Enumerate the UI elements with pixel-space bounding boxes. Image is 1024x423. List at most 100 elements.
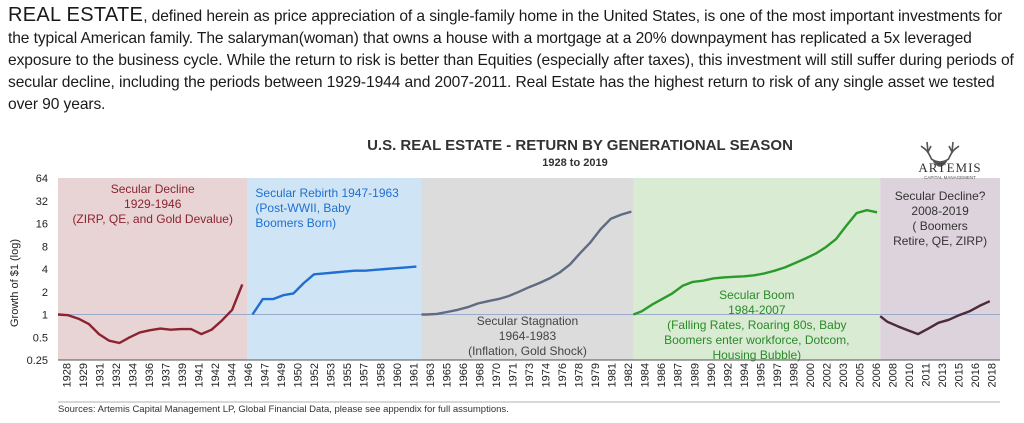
x-tick-label: 1968	[474, 363, 486, 387]
x-tick-label: 1973	[524, 363, 536, 387]
y-axis: 64 32 16 8 4 2 1 0.5 0.25	[27, 173, 48, 367]
region-0-label-2: (ZIRP, QE, and Gold Devalue)	[72, 212, 233, 226]
region-2-background	[421, 178, 634, 360]
x-tick-label: 1989	[689, 363, 701, 387]
x-tick-label: 1992	[722, 363, 734, 387]
source-note: Sources: Artemis Capital Management LP, …	[58, 404, 509, 415]
region-1-label-1: (Post-WWII, Baby	[255, 201, 350, 215]
x-tick-label: 2000	[805, 363, 817, 387]
x-tick-label: 1937	[160, 363, 172, 387]
series-0-line	[57, 283, 244, 345]
chart-subtitle: 1928 to 2019	[542, 157, 607, 169]
x-tick-label: 1974	[541, 363, 553, 387]
x-tick-label: 1936	[144, 363, 156, 387]
x-tick-label: 1987	[673, 363, 685, 387]
x-tick-label: 1928	[61, 363, 73, 387]
x-tick-label: 1946	[243, 363, 255, 387]
x-axis: 1928 1929 1931 1932 1934 1936 1937 1939 1941 1942…	[58, 359, 1000, 403]
series-2-line	[421, 210, 632, 316]
y-tick-label: 4	[42, 264, 48, 276]
x-tick-label: 1960	[392, 363, 404, 387]
real-estate-chart: U.S. REAL ESTATE - RETURN BY GENERATIONA…	[9, 137, 1000, 403]
y-tick-label: 16	[36, 219, 48, 231]
x-tick-label: 2015	[954, 363, 966, 387]
x-tick-label: 2008	[888, 363, 900, 387]
x-tick-label: 1978	[574, 363, 586, 387]
x-tick-label: 1966	[458, 363, 470, 387]
x-tick-label: 2010	[904, 363, 916, 387]
x-tick-label: 1949	[276, 363, 288, 387]
x-tick-label: 1955	[342, 363, 354, 387]
x-tick-label: 1963	[425, 363, 437, 387]
x-tick-label: 1979	[590, 363, 602, 387]
x-tick-label: 1997	[772, 363, 784, 387]
x-tick-label: 1971	[508, 363, 520, 387]
region-2-label-2: (Inflation, Gold Shock)	[468, 344, 587, 358]
region-2-label-1: 1964-1983	[499, 329, 557, 343]
region-3-label-4: Housing Bubble)	[712, 348, 801, 362]
x-tick-label: 2005	[855, 363, 867, 387]
region-4-label-2: ( Boomers	[912, 219, 967, 233]
x-tick-label: 1950	[293, 363, 305, 387]
x-tick-label: 2002	[822, 363, 834, 387]
region-3-background	[633, 178, 881, 360]
x-tick-label: 1934	[127, 363, 139, 387]
x-tick-label: 1965	[441, 363, 453, 387]
x-tick-label: 1952	[309, 363, 321, 387]
y-tick-label: 0.5	[33, 332, 48, 344]
artemis-logo: ARTEMIS CAPITAL MANAGEMENT	[918, 141, 981, 180]
x-tick-label: 1947	[260, 363, 272, 387]
region-4-label-0: Secular Decline?	[895, 189, 986, 203]
intro-body: , defined herein as price appreciation o…	[8, 8, 1014, 113]
x-tick-label: 1976	[557, 363, 569, 387]
x-tick-label: 1961	[408, 363, 420, 387]
y-axis-label: Growth of $1 (log)	[9, 239, 21, 327]
x-tick-label: 2011	[921, 363, 933, 387]
x-tick-label: 1944	[227, 363, 239, 387]
region-0-label-0: Secular Decline	[111, 182, 195, 196]
x-tick-label: 2013	[937, 363, 949, 387]
x-tick-label: 1994	[739, 363, 751, 387]
region-4-background	[880, 178, 1000, 360]
region-1-label-2: Boomers Born)	[255, 216, 336, 230]
x-tick-label: 1984	[640, 363, 652, 387]
region-0-label-1: 1929-1946	[124, 197, 182, 211]
y-tick-label: 2	[42, 287, 48, 299]
y-tick-label: 0.25	[27, 355, 48, 367]
logo-text: ARTEMIS	[918, 160, 981, 175]
series-3-line	[632, 208, 878, 316]
x-tick-label: 1982	[623, 363, 635, 387]
x-tick-label: 1942	[210, 363, 222, 387]
x-tick-label: 2006	[871, 363, 883, 387]
intro-paragraph: REAL ESTATE, defined herein as price app…	[8, 4, 1018, 116]
x-tick-label: 1931	[94, 363, 106, 387]
x-tick-label: 1957	[359, 363, 371, 387]
region-4-label-3: Retire, QE, ZIRP)	[893, 234, 987, 248]
region-1-label-0: Secular Rebirth 1947-1963	[255, 186, 399, 200]
series-layer	[57, 208, 991, 345]
series-1-line	[251, 265, 417, 316]
region-3-label-3: Boomers enter workforce, Dotcom,	[664, 333, 849, 347]
x-tick-label: 2016	[970, 363, 982, 387]
x-tick-label: 1939	[177, 363, 189, 387]
x-tick-label: 1970	[491, 363, 503, 387]
region-4-label-1: 2008-2019	[911, 204, 969, 218]
y-tick-label: 64	[36, 173, 48, 185]
deer-antlers-icon	[920, 141, 960, 167]
x-tick-label: 1981	[607, 363, 619, 387]
x-tick-label: 2018	[987, 363, 999, 387]
x-tick-label: 1958	[375, 363, 387, 387]
region-3-label-0: Secular Boom	[719, 288, 794, 302]
x-tick-label: 1995	[755, 363, 767, 387]
chart-title: U.S. REAL ESTATE - RETURN BY GENERATIONA…	[367, 137, 793, 154]
y-tick-label: 8	[42, 241, 48, 253]
x-tick-label: 1932	[111, 363, 123, 387]
x-tick-label: 1929	[78, 363, 90, 387]
x-tick-label: 1986	[656, 363, 668, 387]
x-tick-label: 1941	[194, 363, 206, 387]
y-tick-label: 32	[36, 196, 48, 208]
x-tick-label: 1990	[706, 363, 718, 387]
y-tick-label: 1	[42, 310, 48, 322]
logo-subtext: CAPITAL MANAGEMENT	[924, 175, 976, 180]
